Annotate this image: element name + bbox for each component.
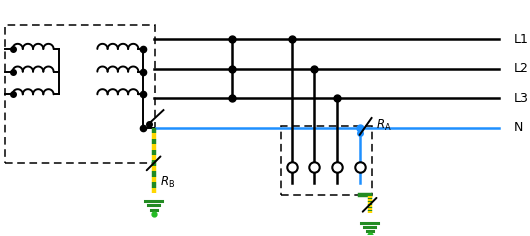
Text: L2: L2 (514, 62, 528, 75)
Text: L1: L1 (514, 33, 528, 46)
Text: $R_\mathrm{A}$: $R_\mathrm{A}$ (375, 118, 391, 133)
Text: $R_\mathrm{B}$: $R_\mathrm{B}$ (161, 175, 175, 190)
Bar (281, 126, 372, 195)
Bar (5, 25, 155, 163)
Text: N: N (514, 121, 523, 134)
Text: L3: L3 (514, 92, 528, 105)
